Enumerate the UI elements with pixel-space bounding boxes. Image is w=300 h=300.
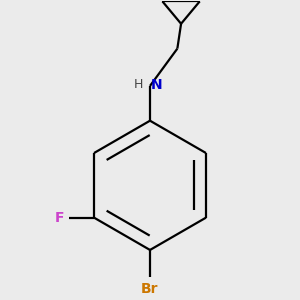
Text: N: N xyxy=(150,78,162,92)
Text: Br: Br xyxy=(141,282,159,296)
Text: H: H xyxy=(134,78,143,91)
Text: F: F xyxy=(55,211,64,225)
